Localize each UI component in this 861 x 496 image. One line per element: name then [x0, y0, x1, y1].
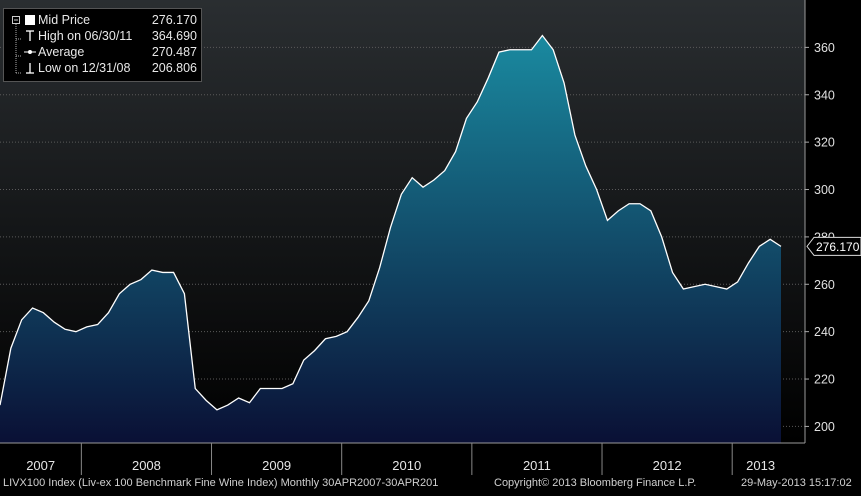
- y-tick-label: 240: [814, 325, 835, 339]
- y-tick-label: 320: [814, 136, 835, 150]
- average-marker-icon: [24, 44, 36, 60]
- y-tick-label: 300: [814, 183, 835, 197]
- legend-item-average[interactable]: Average 270.487: [4, 44, 203, 60]
- legend-value: 206.806: [151, 61, 197, 75]
- filled-square-icon: [24, 12, 36, 28]
- legend-value: 276.170: [151, 13, 197, 27]
- y-tick-label: 220: [814, 373, 835, 387]
- y-tick-label: 200: [814, 420, 835, 434]
- footer: LIVX100 Index (Liv-ex 100 Benchmark Fine…: [0, 475, 861, 491]
- price-line: [0, 34, 782, 411]
- x-tick-label: 2012: [653, 458, 682, 473]
- legend-label: High on 06/30/11: [38, 29, 133, 43]
- last-value-marker: 276.170: [806, 236, 861, 256]
- legend: Mid Price 276.170 High on 06/30/11 364.6…: [3, 8, 202, 82]
- legend-tree-icon[interactable]: [12, 13, 22, 77]
- legend-item-low[interactable]: Low on 12/31/08 206.806: [4, 60, 203, 76]
- legend-value: 270.487: [151, 45, 197, 59]
- timestamp: 29-May-2013 15:17:02: [741, 477, 852, 489]
- x-axis-ticks: 2007 2008 2009 2010 2011 2012 2013: [26, 443, 775, 475]
- legend-label: Mid Price: [38, 13, 91, 27]
- last-value-label: 276.170: [816, 240, 860, 254]
- y-tick-label: 340: [814, 88, 835, 102]
- low-marker-icon: [24, 60, 36, 76]
- x-tick-label: 2007: [26, 458, 55, 473]
- legend-item-high[interactable]: High on 06/30/11 364.690: [4, 28, 203, 44]
- legend-value: 364.690: [151, 29, 197, 43]
- x-tick-label: 2013: [746, 458, 775, 473]
- x-tick-label: 2009: [262, 458, 291, 473]
- price-area: [0, 35, 781, 443]
- y-tick-label: 260: [814, 278, 835, 292]
- y-tick-label: 360: [814, 41, 835, 55]
- x-tick-label: 2011: [523, 458, 551, 473]
- copyright-text: Copyright© 2013 Bloomberg Finance L.P.: [494, 477, 697, 489]
- legend-label: Low on 12/31/08: [38, 61, 131, 75]
- legend-label: Average: [38, 45, 85, 59]
- x-tick-label: 2010: [392, 458, 421, 473]
- legend-item-mid-price[interactable]: Mid Price 276.170: [4, 12, 203, 28]
- high-marker-icon: [24, 28, 36, 44]
- x-tick-label: 2008: [132, 458, 161, 473]
- index-description: LIVX100 Index (Liv-ex 100 Benchmark Fine…: [3, 477, 439, 489]
